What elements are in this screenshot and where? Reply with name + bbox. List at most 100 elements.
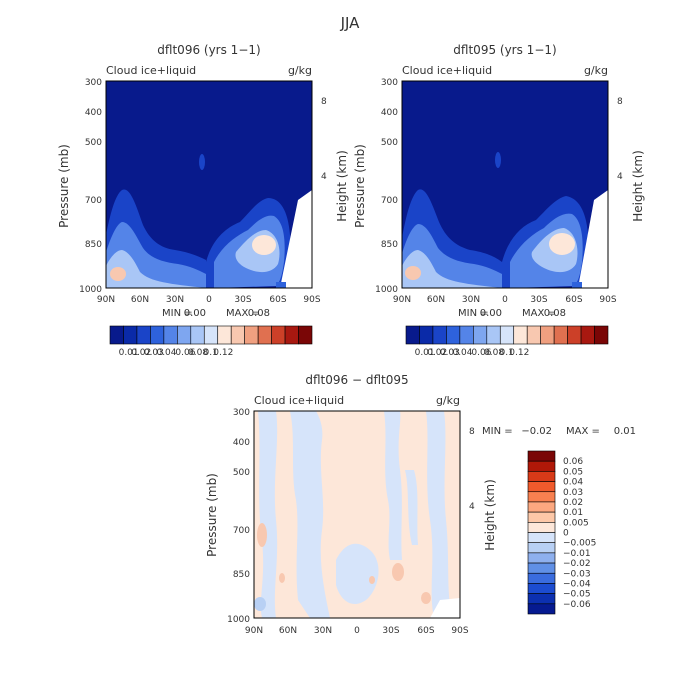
colorbar-swatch (527, 501, 556, 513)
colorbar-tick-label: 0.01 (563, 508, 583, 518)
panel-difference: dflt096 − dflt095 Cloud ice+liquid g/kg … (205, 373, 636, 636)
panel-subtitle-right: g/kg (288, 64, 312, 77)
colorbar-swatch (473, 325, 488, 345)
x-tick-label: 90S (599, 295, 616, 305)
y-tick-label: 500 (85, 138, 102, 148)
y-tick-label: 850 (233, 570, 250, 580)
contour-band (290, 411, 330, 618)
contour-band (106, 250, 206, 288)
colorbar-swatch (257, 325, 272, 345)
colorbar-swatch (486, 325, 501, 345)
y-axis-label: Pressure (mb) (353, 144, 367, 228)
y-axis-label: Pressure (mb) (205, 473, 219, 557)
colorbar-tick-label: 0 (563, 529, 569, 539)
colorbar-swatch (177, 325, 192, 345)
y2-axis-label: Height (km) (631, 150, 645, 221)
colorbar-swatch (567, 325, 582, 345)
colorbar-tick-label: 0.04 (452, 348, 472, 358)
colorbar-tick-label: 0.04 (563, 478, 583, 488)
colorbar-tick-label: −0.01 (563, 549, 591, 559)
panel-subtitle-left: Cloud ice+liquid (402, 64, 492, 77)
terrain-mask (430, 598, 460, 618)
colorbar-swatch (419, 325, 434, 345)
colorbar-tick-label: 0.03 (563, 488, 583, 498)
colorbar-swatch (499, 325, 515, 345)
colorbar-swatch (459, 325, 474, 345)
y-tick-label: 850 (85, 240, 102, 250)
colorbar-swatch (527, 450, 556, 462)
colorbar-tick-label: 0.02 (563, 498, 583, 508)
colorbar-swatch (527, 542, 556, 554)
colorbar-swatch (271, 325, 286, 345)
max-value: 0.01 (614, 426, 636, 437)
colorbar-tick-label: 0.12 (509, 348, 529, 358)
colorbar-tick-label: −0.04 (563, 579, 591, 589)
contour-band (549, 233, 575, 255)
contour-band (254, 597, 266, 611)
x-tick-label: 60S (269, 295, 286, 305)
panel-subtitle-right: g/kg (436, 394, 460, 407)
contour-band (421, 592, 431, 604)
min-label: MIN = (482, 426, 513, 437)
colorbar-swatch (203, 325, 219, 345)
colorbar-tick-label: 0.08 (188, 348, 208, 358)
contour-field (254, 411, 460, 618)
y-tick-label: 500 (233, 468, 250, 478)
colorbar-swatch (284, 325, 299, 345)
y-tick-label: 300 (85, 78, 102, 88)
colorbar-swatch (405, 325, 420, 345)
colorbar-swatch (527, 532, 556, 543)
colorbar-swatch (527, 593, 556, 605)
y-tick-label: 1000 (375, 285, 398, 295)
y-tick-label: 1000 (79, 285, 102, 295)
x-tick-label: 30S (382, 626, 399, 636)
colorbar-tick-label: 0.04 (156, 348, 176, 358)
y-tick-label: 400 (233, 438, 250, 448)
contour-band (199, 154, 205, 170)
colorbar-swatch (527, 603, 556, 615)
colorbar-swatch (540, 325, 555, 345)
x-tick-label: 0 (354, 626, 360, 636)
colorbar-tick-label: 0.03 (440, 348, 460, 358)
y2-tick-label: 4 (321, 172, 327, 182)
terrain-mask (578, 190, 608, 288)
panel-subtitle-left: Cloud ice+liquid (106, 64, 196, 77)
y-tick-label: 1000 (227, 615, 250, 625)
colorbar-swatch (150, 325, 165, 345)
y2-tick-label: 4 (617, 172, 623, 182)
colorbar-swatch (527, 491, 556, 503)
contour-band (392, 563, 404, 581)
contour-band (252, 235, 276, 255)
colorbar: 0.010.020.030.040.060.080.10.12 (405, 325, 609, 358)
y-tick-label: 700 (381, 196, 398, 206)
min-value: 0.00 (480, 308, 502, 319)
colorbar-swatch (553, 325, 568, 345)
max-value: 0.08 (544, 308, 566, 319)
panel-title: dflt096 (yrs 1−1) (157, 43, 260, 57)
colorbar-tick-label: −0.005 (563, 539, 596, 549)
min-value: 0.00 (184, 308, 206, 319)
panel-title: dflt095 (yrs 1−1) (453, 43, 556, 57)
x-tick-label: 30N (166, 295, 184, 305)
max-label: MAX = (522, 308, 556, 319)
y2-tick-label: 4 (469, 502, 475, 512)
colorbar: 0.010.020.030.040.060.080.10.12 (109, 325, 313, 358)
figure-title: JJA (340, 14, 361, 32)
colorbar-swatch (526, 325, 541, 345)
x-tick-label: 0 (502, 295, 508, 305)
colorbar-tick-label: 0.1 (204, 348, 218, 358)
colorbar-swatch (298, 325, 313, 345)
colorbar-swatch (527, 460, 556, 472)
y2-axis-label: Height (km) (483, 479, 497, 550)
colorbar-tick-label: 0.01 (415, 348, 435, 358)
plot-frame (105, 80, 313, 289)
colorbar-tick-label: −0.02 (563, 559, 591, 569)
y2-axis-label: Height (km) (335, 150, 349, 221)
min-value: −0.02 (521, 426, 552, 437)
colorbar-tick-label: 0.01 (119, 348, 139, 358)
colorbar-swatch (527, 511, 556, 523)
x-tick-label: 90S (451, 626, 468, 636)
colorbar-tick-label: 0.12 (213, 348, 233, 358)
y2-tick-label: 8 (617, 97, 623, 107)
